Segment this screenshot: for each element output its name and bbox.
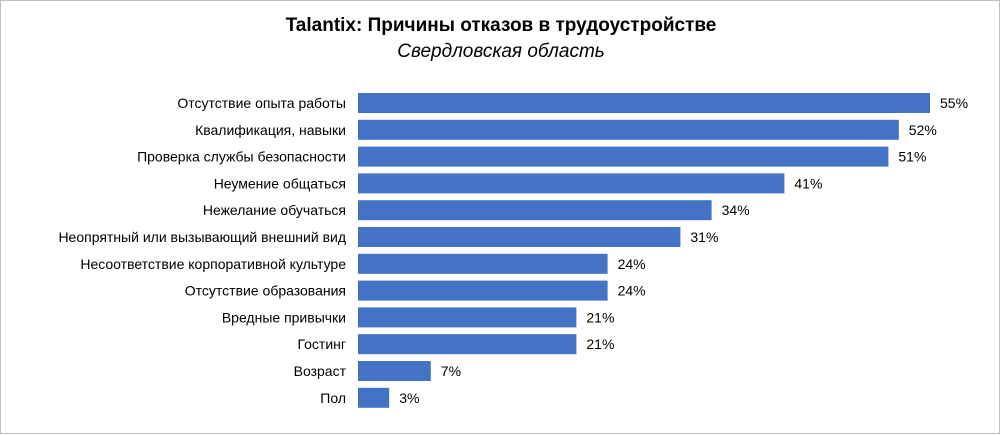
category-label: Нежелание обучаться xyxy=(203,202,346,218)
category-label: Неопрятный или вызывающий внешний вид xyxy=(58,229,346,245)
bar xyxy=(358,227,681,247)
data-label: 52% xyxy=(909,122,937,138)
bar xyxy=(358,307,577,328)
data-label: 34% xyxy=(722,202,750,218)
bar xyxy=(358,361,431,381)
category-label: Пол xyxy=(320,390,346,406)
category-label: Отсутствие опыта работы xyxy=(177,95,346,111)
category-label: Проверка службы безопасности xyxy=(137,149,346,165)
bar xyxy=(358,387,390,408)
bar xyxy=(358,200,712,221)
bar xyxy=(358,119,899,140)
chart-subtitle: Свердловская область xyxy=(397,41,605,62)
bar xyxy=(358,280,608,301)
category-label: Отсутствие образования xyxy=(185,283,346,299)
data-label: 3% xyxy=(399,390,419,406)
category-label: Несоответствие корпоративной культуре xyxy=(80,256,346,272)
data-label: 7% xyxy=(441,363,461,379)
bar xyxy=(358,146,889,167)
data-label: 41% xyxy=(794,175,822,191)
category-label: Возраст xyxy=(294,363,347,379)
data-label: 24% xyxy=(618,283,646,299)
data-label: 21% xyxy=(586,309,614,325)
data-label: 31% xyxy=(690,229,718,245)
data-label: 55% xyxy=(940,95,968,111)
bar xyxy=(358,93,930,113)
bar xyxy=(358,334,577,355)
bar xyxy=(358,173,785,194)
data-label: 21% xyxy=(586,336,614,352)
bar xyxy=(358,253,608,274)
category-label: Квалификация, навыки xyxy=(195,122,346,138)
chart-title: Talantix: Причины отказов в трудоустройс… xyxy=(285,15,717,36)
category-label: Гостинг xyxy=(297,336,346,352)
category-label: Неумение общаться xyxy=(214,175,346,191)
data-label: 51% xyxy=(898,149,926,165)
category-label: Вредные привычки xyxy=(222,309,346,325)
data-label: 24% xyxy=(618,256,646,272)
